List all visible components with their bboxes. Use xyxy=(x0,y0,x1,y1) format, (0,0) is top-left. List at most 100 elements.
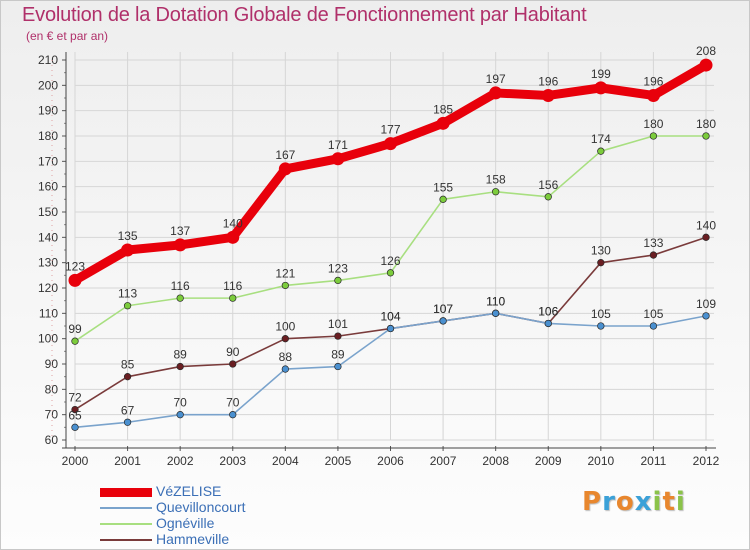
data-point xyxy=(544,193,552,201)
data-label: 135 xyxy=(118,229,138,243)
data-label: 70 xyxy=(226,396,240,410)
data-point xyxy=(281,281,289,290)
x-tick-label: 2002 xyxy=(167,454,194,468)
data-point xyxy=(229,411,237,419)
data-point xyxy=(386,324,395,333)
data-label: 196 xyxy=(538,74,558,88)
data-point xyxy=(229,360,237,368)
data-label: 104 xyxy=(380,310,400,324)
data-label: 140 xyxy=(223,216,243,230)
y-tick-label: 110 xyxy=(39,306,58,320)
data-label: 140 xyxy=(696,218,716,232)
data-label: 123 xyxy=(65,259,85,273)
data-label: 107 xyxy=(433,302,453,316)
data-label: 116 xyxy=(223,279,242,293)
logo-letter: o xyxy=(615,487,635,517)
data-label: 123 xyxy=(328,261,348,275)
data-label: 130 xyxy=(591,244,611,258)
data-label: 121 xyxy=(275,266,295,280)
data-point xyxy=(281,365,289,373)
data-point xyxy=(594,81,608,95)
data-point xyxy=(541,88,555,102)
x-tick-label: 2009 xyxy=(535,454,562,468)
data-label: 180 xyxy=(696,117,716,131)
data-point xyxy=(489,86,503,100)
x-tick-label: 2008 xyxy=(482,454,509,468)
data-point xyxy=(334,276,342,285)
data-point xyxy=(334,332,342,340)
x-tick-label: 2006 xyxy=(377,454,404,468)
data-label: 89 xyxy=(331,348,345,362)
data-label: 89 xyxy=(173,348,187,362)
y-tick-label: 130 xyxy=(38,256,58,270)
data-point xyxy=(439,317,447,325)
data-point xyxy=(649,251,658,259)
data-label: 110 xyxy=(486,294,505,308)
data-point xyxy=(699,58,713,72)
data-label: 197 xyxy=(486,72,506,86)
legend-label: Ognéville xyxy=(156,515,215,531)
proxiti-logo: Proxiti xyxy=(582,487,686,517)
y-tick-label: 150 xyxy=(38,205,58,219)
y-tick-label: 160 xyxy=(38,180,58,194)
data-point xyxy=(68,273,82,287)
data-point xyxy=(334,362,342,371)
data-label: 109 xyxy=(696,297,716,311)
y-tick-label: 210 xyxy=(38,53,58,67)
data-point xyxy=(71,405,79,414)
data-point xyxy=(71,423,79,431)
y-tick-label: 190 xyxy=(38,104,58,118)
legend-swatch xyxy=(100,488,152,497)
data-label: 107 xyxy=(433,302,453,316)
logo-letter: x xyxy=(634,487,653,517)
legend-label: Hammeville xyxy=(156,531,230,547)
data-point xyxy=(229,294,237,302)
data-point xyxy=(384,137,397,151)
data-label: 104 xyxy=(380,310,400,324)
logo-letter: i xyxy=(652,487,663,517)
data-point xyxy=(492,309,500,317)
data-point xyxy=(702,312,710,320)
legend-swatch xyxy=(100,539,152,541)
data-label: 99 xyxy=(68,322,82,336)
data-point xyxy=(702,233,710,241)
data-label: 174 xyxy=(591,132,611,146)
y-tick-label: 120 xyxy=(38,281,58,295)
chart-title: Evolution de la Dotation Globale de Fonc… xyxy=(22,4,587,26)
data-label: 90 xyxy=(226,345,240,359)
data-point xyxy=(646,88,660,102)
data-point xyxy=(649,322,658,330)
data-label: 158 xyxy=(486,173,506,187)
data-point xyxy=(492,188,500,196)
data-label: 126 xyxy=(380,254,400,268)
data-label: 199 xyxy=(591,67,611,81)
data-label: 133 xyxy=(643,236,663,250)
data-point xyxy=(226,230,240,244)
data-point xyxy=(597,147,605,155)
data-point xyxy=(121,243,135,257)
data-point xyxy=(123,373,132,381)
y-tick-label: 200 xyxy=(38,78,58,92)
data-label: 65 xyxy=(68,408,82,422)
x-tick-label: 2005 xyxy=(325,454,352,468)
y-tick-label: 140 xyxy=(38,230,58,244)
data-point xyxy=(386,269,395,277)
legend-label: VéZELISE xyxy=(156,483,222,499)
chart-subtitle: (en € et par an) xyxy=(26,29,109,43)
y-tick-label: 70 xyxy=(45,408,59,422)
data-label: 156 xyxy=(538,178,558,192)
logo-letter: t xyxy=(662,487,676,517)
data-label: 155 xyxy=(433,180,453,194)
data-label: 137 xyxy=(170,224,190,238)
data-label: 105 xyxy=(591,307,611,321)
data-point xyxy=(436,116,450,130)
data-label: 106 xyxy=(538,304,558,318)
y-tick-label: 170 xyxy=(38,154,58,168)
data-point xyxy=(597,322,605,330)
data-label: 100 xyxy=(275,320,295,334)
data-point xyxy=(702,132,710,140)
x-tick-label: 2011 xyxy=(641,454,667,468)
legend-swatch xyxy=(100,523,152,525)
data-point xyxy=(649,132,658,140)
